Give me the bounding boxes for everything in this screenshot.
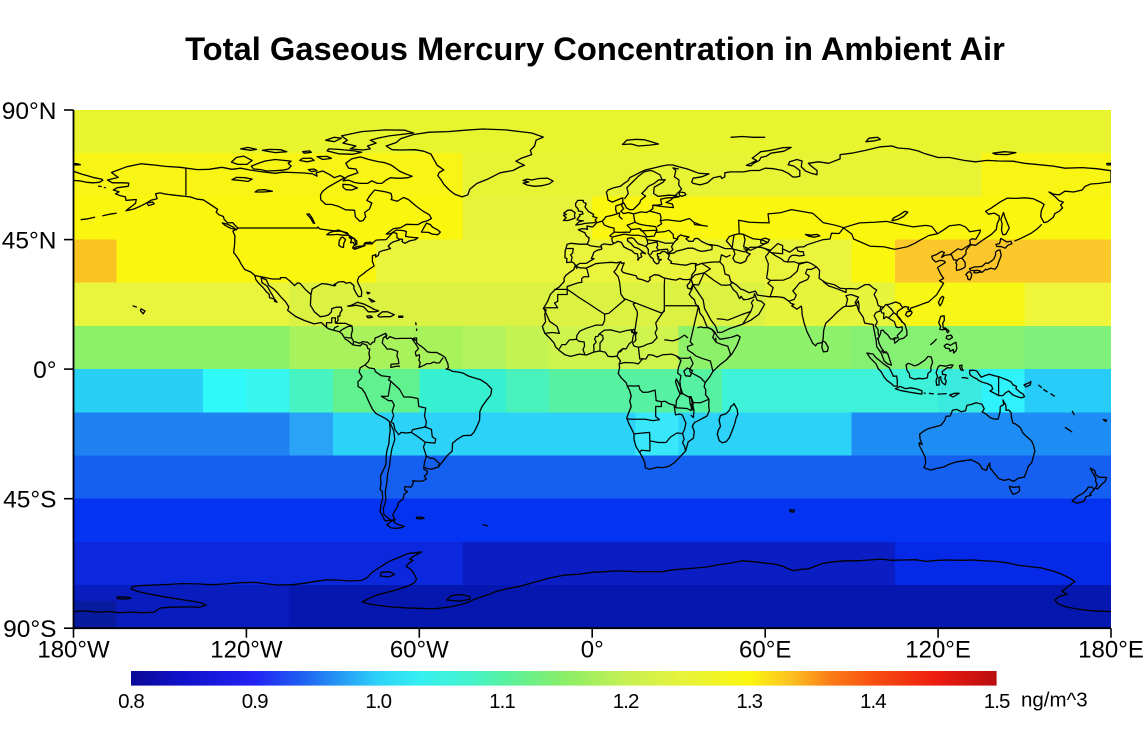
svg-text:90°N: 90°N [2,98,57,125]
svg-text:60°E: 60°E [739,637,791,664]
svg-text:Total Gaseous Mercury Concentr: Total Gaseous Mercury Concentration in A… [185,30,1005,67]
svg-text:1.3: 1.3 [736,690,762,713]
svg-text:120°E: 120°E [905,637,971,664]
svg-text:45°S: 45°S [3,487,56,514]
svg-text:45°N: 45°N [2,228,57,255]
svg-text:ng/m^3: ng/m^3 [1021,689,1088,712]
svg-text:1.0: 1.0 [365,690,391,713]
svg-text:0°: 0° [33,357,56,384]
svg-text:180°W: 180°W [37,637,110,664]
svg-text:0.9: 0.9 [242,690,268,713]
svg-text:90°S: 90°S [3,616,56,643]
svg-text:1.4: 1.4 [860,690,886,713]
svg-text:0°: 0° [581,637,604,664]
svg-text:1.1: 1.1 [489,690,515,713]
svg-text:0.8: 0.8 [118,690,144,713]
svg-text:60°W: 60°W [390,637,449,664]
svg-text:1.2: 1.2 [613,690,639,713]
svg-text:120°W: 120°W [210,637,283,664]
svg-text:1.5: 1.5 [984,690,1010,713]
svg-text:180°E: 180°E [1078,637,1144,664]
